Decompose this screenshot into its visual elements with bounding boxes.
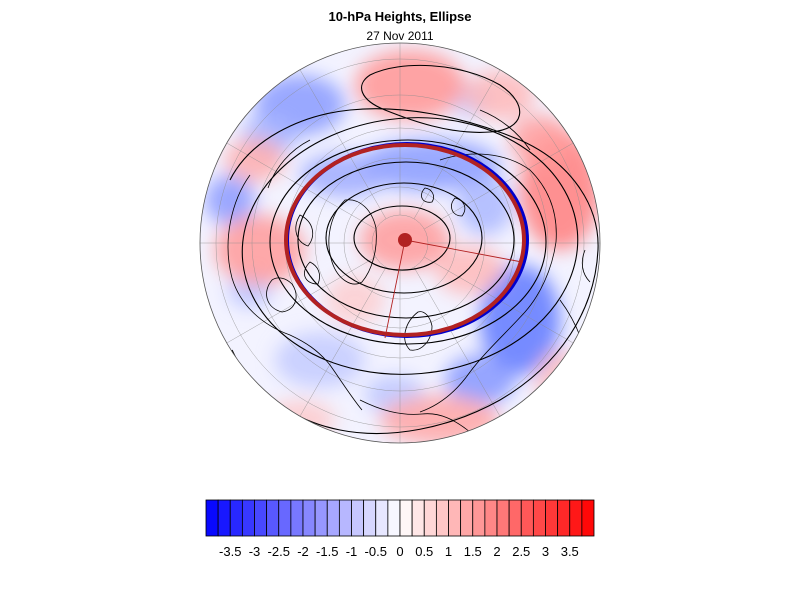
colorbar-box (460, 499, 474, 537)
colorbar-box (435, 499, 449, 537)
colorbar-box (496, 499, 510, 537)
colorbar-box (508, 499, 522, 537)
colorbar-box (557, 499, 571, 537)
colorbar-tick-label: 1 (444, 544, 453, 559)
meridian-line (299, 267, 387, 417)
colorbar-box (520, 499, 534, 537)
map-border (199, 42, 601, 444)
meridian-line (424, 142, 574, 230)
colorbar-tick-label: 0 (396, 544, 404, 559)
map-subtitle: 27 Nov 2011 (366, 29, 434, 43)
meridian-line (226, 256, 376, 344)
colorbar-tick-label: -2.5 (267, 544, 290, 559)
colorbar-box (545, 499, 559, 537)
colorbar-box (399, 499, 413, 537)
colorbar-box (411, 499, 425, 537)
colorbar-box (241, 499, 255, 537)
colorbar-box (326, 499, 340, 537)
meridian-line (299, 69, 387, 219)
colorbar-box (363, 499, 377, 537)
colorbar-tick-label: 1.5 (463, 544, 482, 559)
meridian-line (413, 69, 501, 219)
colorbar-box (314, 499, 328, 537)
colorbar-tick-label: 2 (493, 544, 501, 559)
colorbar-tick-label: 3 (541, 544, 550, 559)
colorbar-box (423, 499, 437, 537)
colorbar-box (217, 499, 231, 537)
colorbar-tick-label: -3.5 (219, 544, 242, 559)
colorbar (205, 499, 595, 537)
colorbar-tick-label: 3.5 (560, 544, 579, 559)
colorbar-tick-label: 0.5 (415, 544, 434, 559)
height-contours (229, 64, 599, 435)
map-title: 10-hPa Heights, Ellipse (328, 9, 472, 24)
colorbar-box (351, 499, 365, 537)
ellipse-axes (384, 239, 523, 339)
colorbar-tick-label: -3 (248, 544, 261, 559)
colorbar-tick-label: 2.5 (512, 544, 531, 559)
ellipse-centroid (398, 233, 412, 247)
colorbar-tick-label: -0.5 (364, 544, 387, 559)
colorbar-tick-label: -2 (297, 544, 309, 559)
colorbar-tick-label: -1.5 (316, 544, 339, 559)
meridian-line (226, 142, 376, 230)
colorbar-tick-label: -1 (345, 544, 358, 559)
colorbar-box (448, 499, 462, 537)
colorbar-box (205, 499, 219, 537)
lat-lon-grid (200, 43, 600, 443)
colorbar-box (387, 499, 401, 537)
colorbar-box (484, 499, 498, 537)
colorbar-box (254, 499, 268, 537)
colorbar-box (375, 499, 389, 537)
colorbar-box (278, 499, 292, 537)
colorbar-box (581, 499, 595, 537)
meridian-line (413, 267, 501, 417)
colorbar-box (569, 499, 583, 537)
colorbar-box (302, 499, 316, 537)
colorbar-box (338, 499, 352, 537)
colorbar-box (290, 499, 304, 537)
colorbar-box (532, 499, 546, 537)
colorbar-box (229, 499, 243, 537)
ellipse-fit (284, 143, 526, 337)
polar-map (199, 42, 601, 444)
colorbar-box (266, 499, 280, 537)
colorbar-box (472, 499, 486, 537)
